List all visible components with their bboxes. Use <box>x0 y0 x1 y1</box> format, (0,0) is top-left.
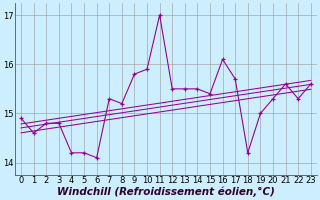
X-axis label: Windchill (Refroidissement éolien,°C): Windchill (Refroidissement éolien,°C) <box>57 187 275 197</box>
